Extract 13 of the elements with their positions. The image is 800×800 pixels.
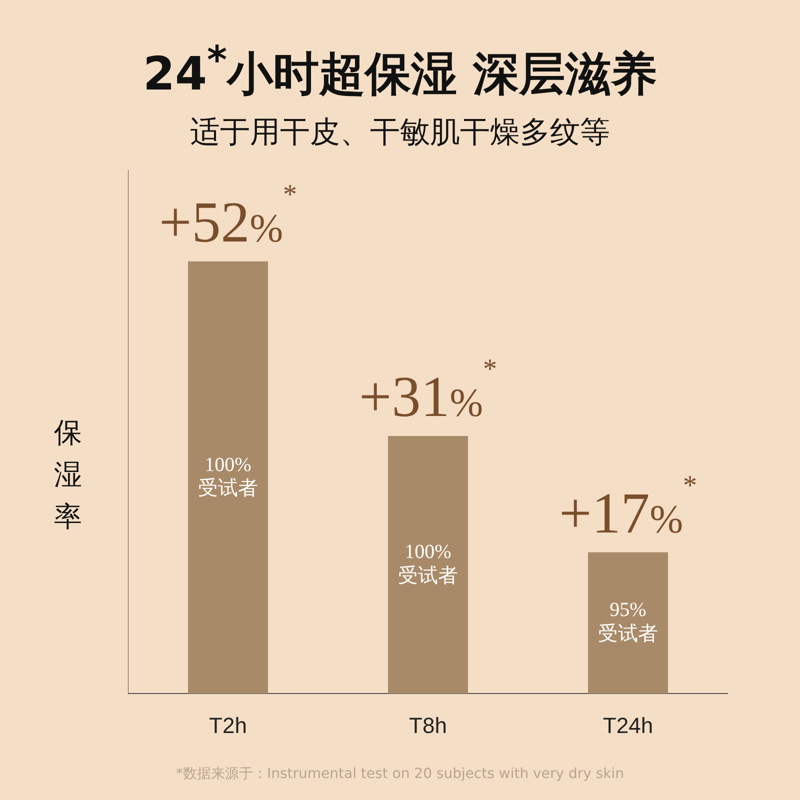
x-tick-label: T8h xyxy=(409,712,447,738)
annotation: 100% 受试者 xyxy=(198,454,258,500)
data-label: +31%* xyxy=(358,354,498,429)
y-axis-title: 保湿率 xyxy=(54,415,83,535)
x-tick-label: T24h xyxy=(602,712,654,738)
chart-subtitle: 适于用干皮、干敏肌干燥多纹等 xyxy=(189,114,611,152)
data-label: +17%* xyxy=(558,470,698,546)
x-tick-label: T2h xyxy=(209,712,247,738)
annotation: 100% 受试者 xyxy=(398,541,458,587)
data-label: +52%* xyxy=(158,179,298,254)
chart-title: 24$^{*}$小时超保湿 深层滋养 xyxy=(142,38,658,102)
annotation: 95% 受试者 xyxy=(598,599,658,646)
text: *数据来源于：Instrumental test on 20 subjects with very dry skin xyxy=(174,765,625,783)
